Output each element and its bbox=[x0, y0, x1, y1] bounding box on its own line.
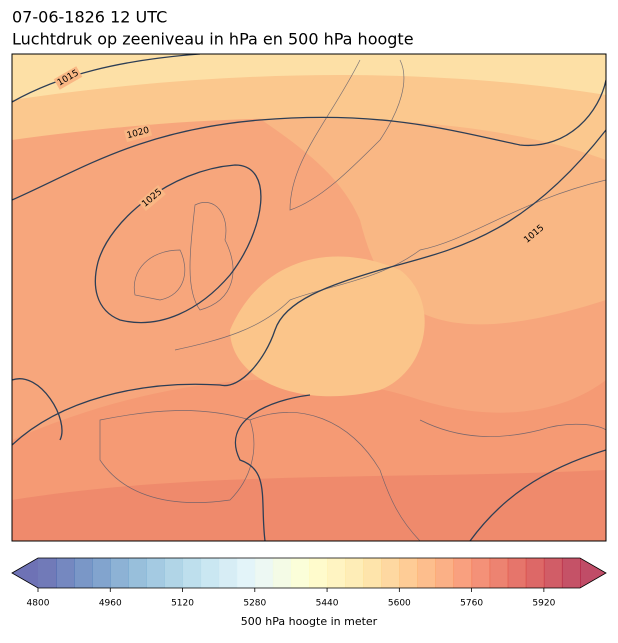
colorbar-segment bbox=[543, 558, 563, 588]
colorbar-tick-label: 5600 bbox=[388, 599, 411, 609]
isobar-label-bg bbox=[123, 123, 153, 143]
colorbar-tick-label: 5760 bbox=[460, 599, 483, 609]
colorbar-segment bbox=[200, 558, 220, 588]
isobar-label-bg bbox=[138, 185, 166, 211]
colorbar-segment bbox=[309, 558, 328, 588]
height-band bbox=[230, 256, 425, 397]
colorbar-tick-label: 4800 bbox=[27, 599, 50, 609]
colorbar-segment bbox=[561, 558, 581, 588]
colorbar-segment bbox=[489, 558, 509, 588]
subtitle: Luchtdruk op zeeniveau in hPa en 500 hPa… bbox=[12, 30, 414, 49]
colorbar-segment bbox=[146, 558, 165, 588]
isobar-label-bg bbox=[53, 66, 83, 90]
title: 07-06-1826 12 UTC bbox=[12, 8, 167, 27]
colorbar-label: 500 hPa hoogte in meter bbox=[241, 615, 378, 628]
colorbar-segment bbox=[254, 558, 274, 588]
colorbar-segment bbox=[363, 558, 382, 588]
colorbar: 4800 4960 5120 5280 5440 5600 5760 5920 bbox=[11, 557, 607, 609]
colorbar-extend-low bbox=[12, 558, 38, 588]
colorbar-segment bbox=[525, 558, 545, 588]
coastlines bbox=[99, 59, 606, 541]
height-band bbox=[12, 470, 606, 541]
colorbar-segment bbox=[399, 558, 418, 588]
colorbar-tick-label: 5120 bbox=[171, 599, 194, 609]
height-band bbox=[12, 54, 606, 100]
map-frame bbox=[11, 53, 607, 542]
colorbar-segment bbox=[327, 558, 346, 588]
colorbar-extend-high bbox=[580, 558, 606, 588]
colorbar-segment bbox=[74, 558, 93, 588]
colorbar-segment bbox=[218, 558, 238, 588]
colorbar-tick-label: 5280 bbox=[243, 599, 266, 609]
colorbar-tick-label: 5920 bbox=[532, 599, 555, 609]
colorbar-segment bbox=[38, 558, 57, 588]
colorbar-segment bbox=[110, 558, 129, 588]
isobar-label-bg bbox=[520, 221, 548, 247]
colorbar-tick-label: 5440 bbox=[316, 599, 339, 609]
colorbar-tick-label: 4960 bbox=[99, 599, 122, 609]
colorbar-segment bbox=[507, 558, 527, 588]
colorbar-segment bbox=[182, 558, 202, 588]
map-area bbox=[12, 54, 606, 541]
colorbar-segment bbox=[417, 558, 436, 588]
colorbar-segment bbox=[290, 558, 310, 588]
colorbar-segment bbox=[345, 558, 364, 588]
colorbar-segment bbox=[272, 558, 292, 588]
colorbar-segment bbox=[128, 558, 147, 588]
colorbar-segment bbox=[164, 558, 184, 588]
colorbar-segment bbox=[236, 558, 256, 588]
colorbar-segment bbox=[471, 558, 491, 588]
colorbar-segment bbox=[453, 558, 473, 588]
colorbar-segment bbox=[435, 558, 455, 588]
colorbar-segment bbox=[381, 558, 400, 588]
colorbar-segment bbox=[56, 558, 75, 588]
colorbar-segment bbox=[92, 558, 111, 588]
